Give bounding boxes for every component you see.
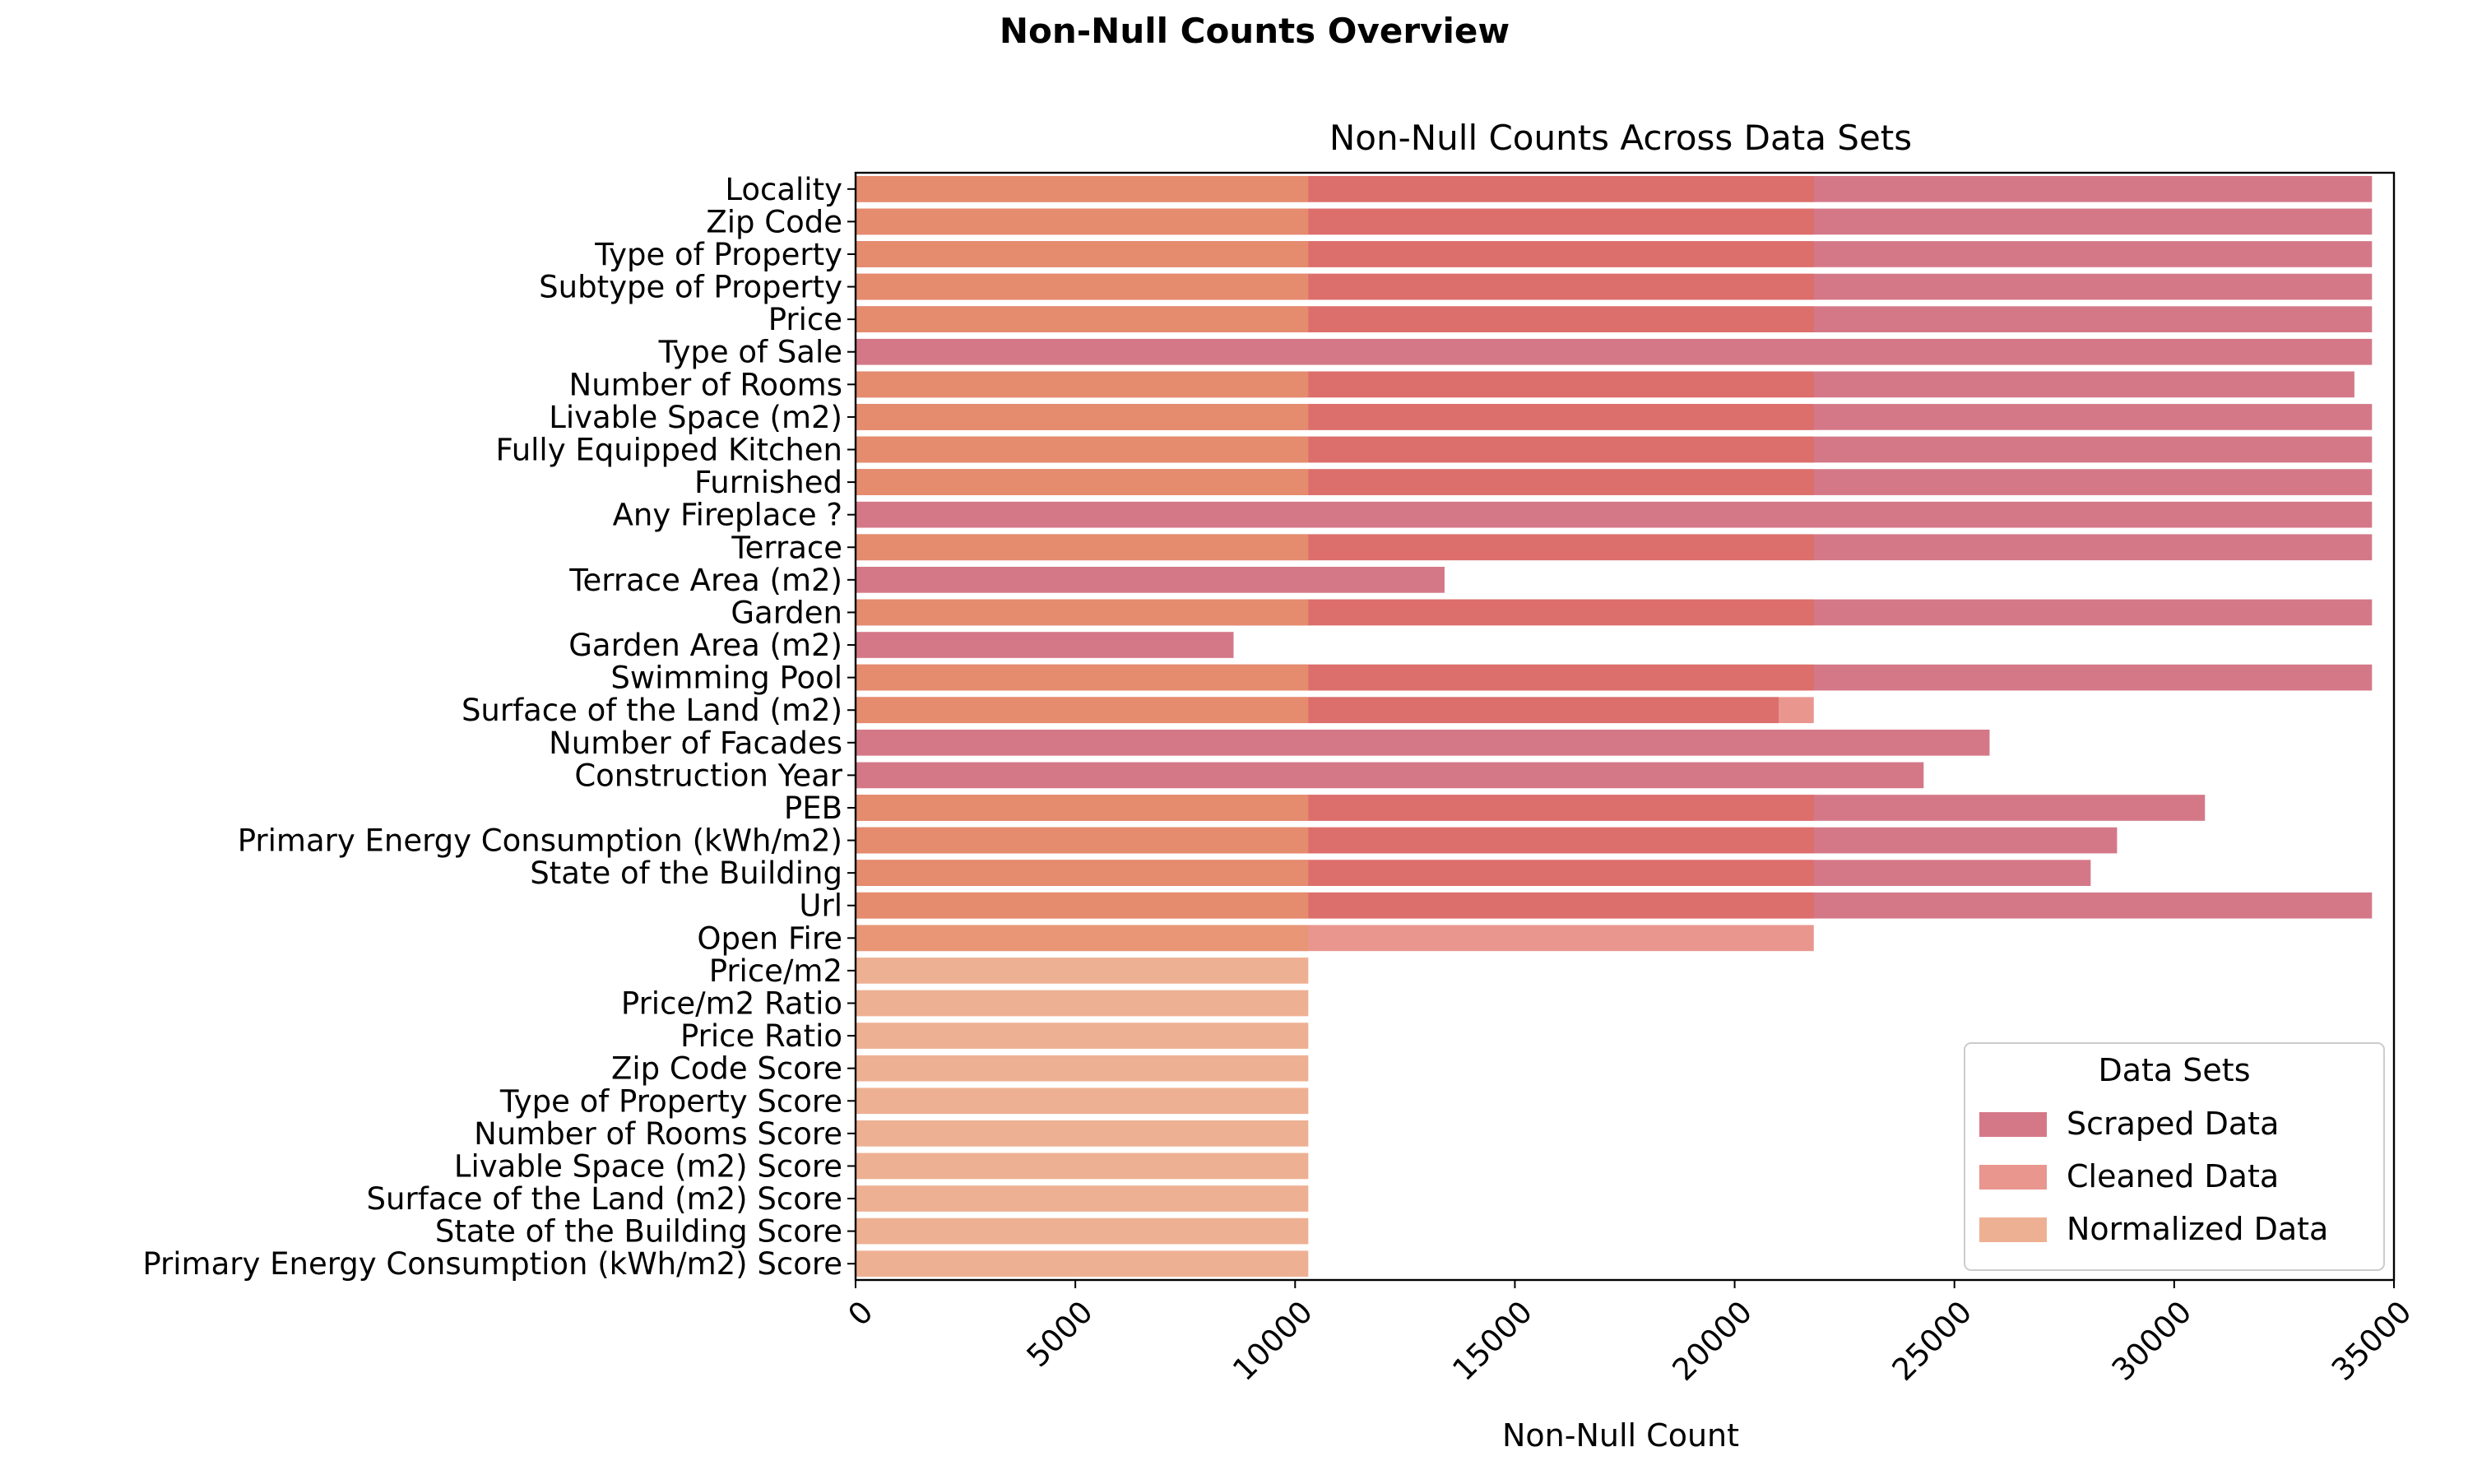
legend-entry-1: Cleaned Data — [2067, 1158, 2279, 1194]
y-tick-label-32: State of the Building Score — [435, 1214, 842, 1250]
y-tick-label-29: Number of Rooms Score — [474, 1116, 842, 1152]
y-tick-label-7: Livable Space (m2) — [549, 400, 842, 435]
bar-normalized-data-4 — [856, 306, 1309, 332]
bar-normalized-data-30 — [856, 1152, 1309, 1180]
y-tick-label-8: Fully Equipped Kitchen — [495, 433, 842, 468]
y-tick-label-21: State of the Building — [530, 856, 842, 891]
bar-normalized-data-7 — [856, 404, 1309, 430]
y-tick-label-28: Type of Property Score — [499, 1083, 842, 1119]
bar-normalized-data-1 — [856, 208, 1309, 235]
x-axis-label: Non-Null Count — [1502, 1417, 1739, 1454]
bar-normalized-data-22 — [856, 892, 1309, 919]
figure-suptitle: Non-Null Counts Overview — [1000, 11, 1510, 51]
chart-title: Non-Null Counts Across Data Sets — [1329, 118, 1912, 158]
bar-scraped-data-10 — [856, 501, 2373, 528]
bar-normalized-data-19 — [856, 795, 1309, 821]
bar-normalized-data-23 — [856, 925, 1309, 952]
bar-normalized-data-11 — [856, 534, 1309, 561]
legend-swatch-0 — [1979, 1112, 2047, 1137]
bar-normalized-data-27 — [856, 1055, 1309, 1082]
bar-normalized-data-9 — [856, 469, 1309, 495]
legend-swatch-1 — [1979, 1165, 2047, 1190]
bar-normalized-data-24 — [856, 958, 1309, 984]
y-tick-label-14: Garden Area (m2) — [568, 628, 842, 663]
y-tick-label-27: Zip Code Score — [611, 1051, 842, 1087]
bar-normalized-data-0 — [856, 175, 1309, 202]
y-tick-label-13: Garden — [731, 595, 842, 630]
y-tick-label-25: Price/m2 Ratio — [621, 986, 842, 1022]
y-tick-label-24: Price/m2 — [709, 953, 842, 989]
bar-normalized-data-28 — [856, 1087, 1309, 1115]
bar-normalized-data-29 — [856, 1120, 1309, 1147]
y-tick-label-33: Primary Energy Consumption (kWh/m2) Scor… — [142, 1246, 842, 1282]
bar-normalized-data-6 — [856, 371, 1309, 398]
y-tick-label-1: Zip Code — [706, 204, 842, 239]
bar-normalized-data-13 — [856, 599, 1309, 626]
bar-scraped-data-17 — [856, 729, 1990, 756]
bar-normalized-data-26 — [856, 1023, 1309, 1049]
legend-title: Data Sets — [2098, 1052, 2250, 1088]
bar-scraped-data-12 — [856, 567, 1445, 593]
bars-layer — [856, 175, 2373, 1278]
bar-scraped-data-18 — [856, 762, 1924, 789]
y-tick-label-2: Type of Property — [594, 237, 842, 272]
y-tick-label-30: Livable Space (m2) Score — [454, 1148, 842, 1184]
y-tick-label-17: Number of Facades — [549, 726, 842, 761]
y-tick-label-20: Primary Energy Consumption (kWh/m2) — [238, 823, 842, 859]
y-tick-label-19: PEB — [784, 791, 842, 826]
y-tick-label-23: Open Fire — [697, 921, 842, 956]
y-tick-label-9: Furnished — [694, 465, 842, 500]
legend-entry-0: Scraped Data — [2067, 1106, 2279, 1142]
bar-normalized-data-33 — [856, 1250, 1309, 1278]
bar-normalized-data-2 — [856, 241, 1309, 267]
y-tick-label-0: Locality — [725, 172, 842, 207]
bar-normalized-data-15 — [856, 664, 1309, 691]
bar-scraped-data-5 — [856, 338, 2373, 365]
bar-normalized-data-31 — [856, 1185, 1309, 1212]
bar-normalized-data-16 — [856, 697, 1309, 724]
bar-normalized-data-25 — [856, 990, 1309, 1017]
y-tick-label-10: Any Fireplace ? — [613, 498, 842, 533]
y-tick-label-3: Subtype of Property — [539, 270, 842, 305]
legend-entry-2: Normalized Data — [2067, 1211, 2328, 1247]
y-tick-label-15: Swimming Pool — [610, 661, 842, 696]
y-tick-label-6: Number of Rooms — [569, 367, 842, 402]
y-tick-label-11: Terrace — [731, 530, 842, 565]
legend-swatch-2 — [1979, 1217, 2047, 1242]
bar-normalized-data-3 — [856, 273, 1309, 300]
legend-box — [1964, 1042, 2385, 1271]
bar-normalized-data-8 — [856, 436, 1309, 463]
y-tick-label-18: Construction Year — [574, 758, 842, 793]
y-tick-label-31: Surface of the Land (m2) Score — [367, 1181, 842, 1217]
bar-normalized-data-20 — [856, 827, 1309, 854]
bar-normalized-data-21 — [856, 860, 1309, 886]
y-tick-label-12: Terrace Area (m2) — [568, 563, 842, 598]
bar-scraped-data-14 — [856, 632, 1234, 658]
y-tick-label-4: Price — [768, 302, 842, 337]
y-tick-label-22: Url — [799, 888, 842, 924]
y-tick-label-16: Surface of the Land (m2) — [462, 693, 842, 728]
y-tick-label-26: Price Ratio — [680, 1018, 842, 1054]
y-tick-label-5: Type of Sale — [658, 335, 842, 370]
legend: Data Sets Scraped Data Cleaned Data Normali… — [1964, 1042, 2385, 1271]
plot-frame — [854, 171, 2396, 1282]
bar-normalized-data-32 — [856, 1217, 1309, 1245]
